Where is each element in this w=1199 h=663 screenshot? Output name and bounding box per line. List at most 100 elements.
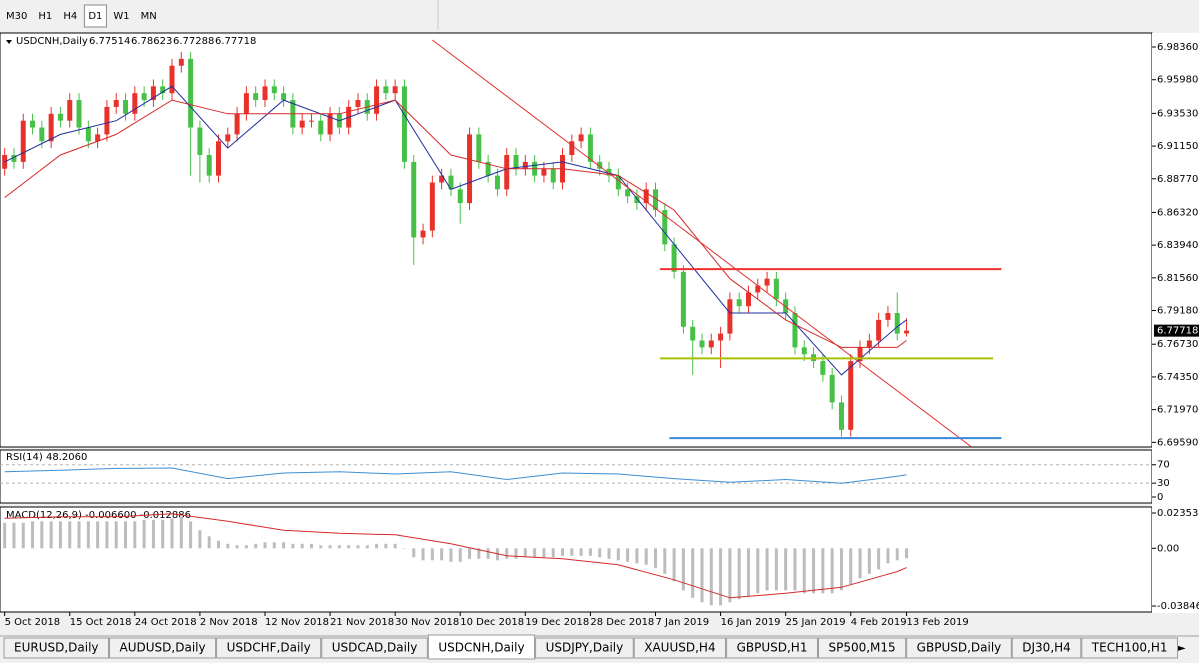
candle-body bbox=[178, 58, 184, 66]
timeframe-button[interactable]: H4 bbox=[59, 5, 82, 27]
candle-body bbox=[606, 168, 612, 176]
histogram-bar bbox=[839, 548, 843, 591]
timeframe-button[interactable]: H1 bbox=[34, 5, 57, 27]
timeframe-button[interactable]: D1 bbox=[83, 4, 107, 28]
x-tick-label: 28 Dec 2018 bbox=[590, 617, 654, 628]
histogram-bar bbox=[337, 545, 341, 549]
symbol-tab[interactable]: EURUSD,Daily bbox=[3, 637, 110, 659]
scroll-right[interactable]: ► bbox=[1178, 643, 1186, 654]
candle-body bbox=[123, 100, 129, 114]
candle-body bbox=[420, 230, 426, 238]
y-tick-label: 6.76730 bbox=[1157, 339, 1198, 350]
tab-label: USDCHF,Daily bbox=[227, 641, 311, 655]
histogram-bar bbox=[384, 543, 388, 549]
x-tick-label: 15 Oct 2018 bbox=[70, 617, 132, 628]
histogram-bar bbox=[77, 521, 81, 549]
histogram-bar bbox=[216, 540, 220, 549]
histogram-bar bbox=[644, 548, 648, 565]
tab-frame bbox=[3, 637, 110, 659]
candle-body bbox=[662, 209, 668, 245]
tab-label: USDCNH,Daily bbox=[438, 641, 524, 655]
y-tick-label: 6.83940 bbox=[1157, 240, 1198, 251]
current-price-box bbox=[1154, 324, 1199, 337]
histogram-bar bbox=[468, 548, 472, 559]
x-tick-label: 13 Feb 2019 bbox=[907, 617, 969, 628]
candle-body bbox=[671, 244, 677, 272]
main-panel bbox=[0, 32, 1153, 448]
price-axis bbox=[1152, 33, 1199, 613]
symbol-tab[interactable]: TECH100,H1 bbox=[1081, 637, 1178, 659]
tab-label: USDCAD,Daily bbox=[332, 641, 418, 655]
candle-body bbox=[699, 340, 705, 348]
open-value: 6.77514 bbox=[89, 36, 130, 47]
tab-frame bbox=[1011, 637, 1082, 659]
symbol-tab[interactable]: USDJPY,Daily bbox=[535, 637, 634, 659]
timeframe-button[interactable]: M30 bbox=[2, 5, 32, 27]
timeframe-button[interactable]: W1 bbox=[109, 5, 134, 27]
y-tick-label: -0.038466 bbox=[1157, 601, 1199, 612]
candle-body bbox=[904, 330, 910, 334]
histogram-bar bbox=[133, 521, 137, 549]
histogram-bar bbox=[588, 548, 592, 556]
histogram-bar bbox=[21, 522, 25, 549]
candle-body bbox=[67, 100, 73, 121]
symbol-tab[interactable]: AUDUSD,Daily bbox=[109, 637, 217, 659]
candle-body bbox=[215, 141, 221, 176]
x-tick-label: 16 Jan 2019 bbox=[721, 617, 781, 628]
symbol-tab[interactable]: XAUUSD,H4 bbox=[633, 637, 727, 659]
symbol-tab[interactable]: SP500,M15 bbox=[817, 637, 907, 659]
symbol-tab[interactable]: USDCHF,Daily bbox=[216, 637, 322, 659]
candle-body bbox=[308, 120, 314, 122]
symbol-tab[interactable]: DJ30,H4 bbox=[1011, 637, 1082, 659]
candle-body bbox=[494, 175, 500, 190]
candle-body bbox=[708, 340, 714, 348]
candle-body bbox=[745, 292, 751, 307]
tab-label: EURUSD,Daily bbox=[14, 641, 99, 655]
tab-frame bbox=[1081, 637, 1178, 659]
collapse-icon[interactable] bbox=[6, 40, 12, 44]
timeframe-button[interactable]: MN bbox=[136, 5, 161, 27]
tab-label: XAUUSD,H4 bbox=[644, 641, 715, 655]
candle-body bbox=[401, 86, 407, 162]
candle-body bbox=[11, 155, 17, 162]
candle-body bbox=[76, 100, 82, 128]
candle-body bbox=[885, 313, 891, 320]
symbol-tab[interactable]: GBPUSD,Daily bbox=[906, 637, 1012, 659]
candle-body bbox=[234, 113, 240, 135]
indicator-line bbox=[4, 467, 907, 484]
candle-body bbox=[141, 93, 147, 101]
signal-line bbox=[4, 513, 907, 599]
histogram-bar bbox=[170, 518, 174, 549]
candle-body bbox=[773, 278, 779, 300]
rsi-legend: RSI(14) 48.2060 bbox=[6, 452, 87, 463]
histogram-bar bbox=[151, 519, 155, 549]
histogram-bar bbox=[784, 548, 788, 591]
histogram-bar bbox=[198, 530, 202, 549]
main-header: USDCNH,Daily 6.77514 6.78623 6.77288 6.7… bbox=[16, 36, 256, 47]
high-value: 6.78623 bbox=[131, 36, 172, 47]
histogram-bar bbox=[328, 545, 332, 549]
symbol-tab[interactable]: GBPUSD,H1 bbox=[726, 637, 818, 659]
candle-body bbox=[448, 175, 454, 190]
tab-label: SP500,M15 bbox=[828, 641, 895, 655]
histogram-bar bbox=[189, 521, 193, 549]
candle-body bbox=[383, 86, 389, 94]
tab-frame bbox=[216, 637, 322, 659]
candle-body bbox=[281, 93, 287, 101]
histogram-bar bbox=[505, 548, 509, 559]
symbol-tab[interactable]: USDCAD,Daily bbox=[321, 637, 428, 659]
histogram-bar bbox=[207, 536, 211, 549]
histogram-bar bbox=[412, 548, 416, 558]
histogram-bar bbox=[523, 548, 527, 558]
x-tick-label: 2 Nov 2018 bbox=[200, 617, 258, 628]
symbol-tab[interactable]: USDCNH,Daily bbox=[427, 634, 536, 660]
candle-body bbox=[113, 100, 119, 107]
candle-body bbox=[243, 93, 249, 114]
candle-body bbox=[755, 285, 761, 293]
y-tick-label: 0.00 bbox=[1157, 543, 1179, 554]
histogram-bar bbox=[477, 548, 481, 559]
histogram-bar bbox=[877, 548, 881, 570]
histogram-bar bbox=[365, 545, 369, 549]
histogram-bar bbox=[886, 548, 890, 564]
histogram-bar bbox=[375, 543, 379, 549]
